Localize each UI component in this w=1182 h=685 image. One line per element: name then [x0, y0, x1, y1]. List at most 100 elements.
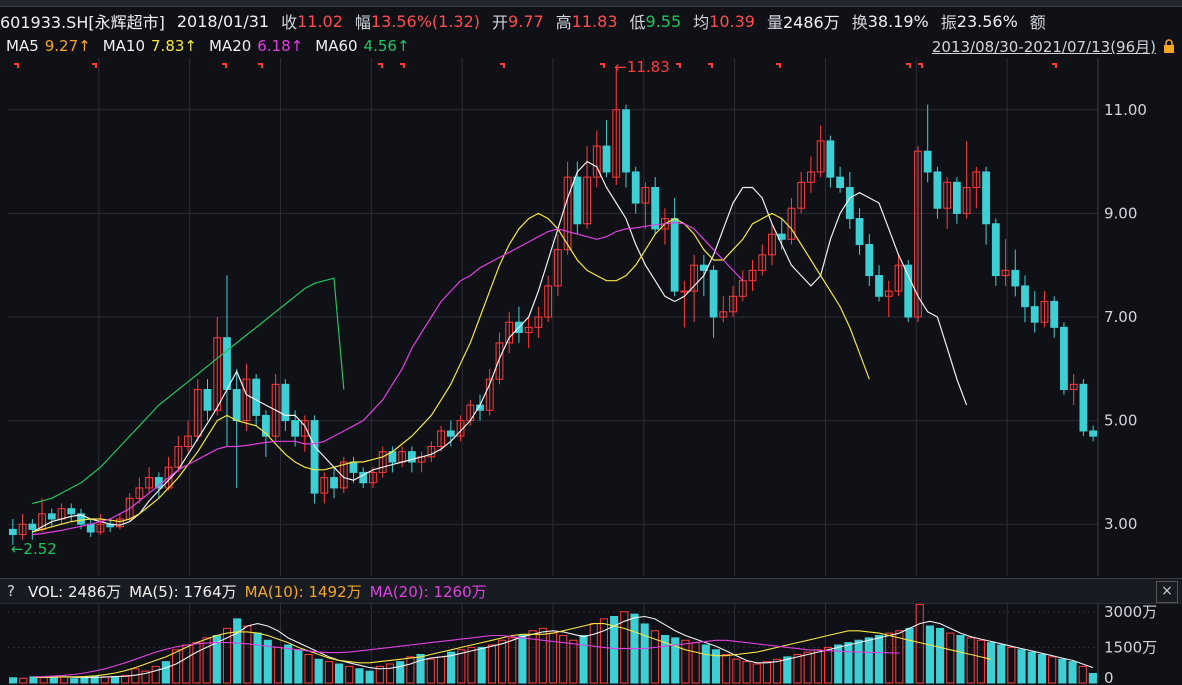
candle-body: [495, 342, 504, 380]
candle-body: [904, 264, 913, 318]
candle-body: [592, 145, 601, 178]
volume-bar: [314, 658, 323, 684]
candle-body: [145, 477, 154, 489]
candle-body: [622, 109, 630, 173]
candle: [680, 280, 689, 328]
candle-body: [86, 523, 95, 533]
event-marker: [14, 63, 19, 68]
candle-body: [991, 223, 1000, 277]
vol-ma-line: [33, 615, 1094, 679]
candle: [583, 146, 591, 229]
candle: [1079, 379, 1088, 437]
volume-bar: [1017, 649, 1026, 684]
volume-bar: [966, 637, 975, 684]
candle: [437, 425, 445, 452]
volume-bar: [834, 644, 843, 684]
volume-bar: [487, 644, 496, 684]
volume-bar: [345, 665, 354, 684]
volume-bar: [936, 627, 945, 684]
candle-body: [252, 378, 261, 416]
candle: [378, 446, 387, 478]
volume-bar: [660, 635, 670, 684]
candle: [271, 373, 280, 442]
candle-body: [261, 414, 270, 437]
candle-body: [816, 140, 825, 173]
candle-body: [291, 420, 300, 437]
candle: [845, 171, 854, 229]
candle: [622, 104, 630, 188]
candle-body: [1079, 383, 1088, 432]
candle: [719, 296, 728, 323]
amount-label: 额: [1029, 13, 1046, 32]
volume-bar: [70, 678, 79, 684]
volume-bar: [854, 639, 863, 684]
ma10-value: 7.83↑: [151, 37, 197, 55]
candle-body: [826, 140, 835, 178]
event-marker: [600, 63, 605, 68]
candle: [836, 166, 845, 193]
volume-bar: [986, 642, 996, 684]
candle-body: [1011, 269, 1020, 287]
open-value: 9.77: [508, 11, 544, 31]
volume-bar: [80, 677, 89, 684]
candle-body: [18, 523, 27, 536]
candle-body: [330, 477, 338, 489]
candle: [398, 446, 407, 468]
candle-body: [310, 420, 319, 494]
candle-body: [349, 461, 358, 473]
help-icon[interactable]: ?: [7, 582, 15, 600]
candle-body: [378, 451, 387, 473]
high-value: 11.83: [571, 11, 618, 31]
volume-bar: [701, 644, 710, 684]
volume-chart[interactable]: 3000万 1500万 0: [0, 603, 1182, 685]
volume-bar: [467, 646, 476, 684]
candle: [544, 275, 553, 323]
candle: [797, 171, 806, 214]
candle-body: [641, 187, 650, 204]
candle-body: [602, 145, 611, 173]
volume-bar: [294, 649, 303, 684]
candle-body: [719, 311, 728, 318]
candle-body: [836, 176, 845, 188]
candle-body: [738, 280, 747, 297]
candle: [884, 280, 893, 317]
volume-bar: [324, 661, 333, 684]
candle: [86, 519, 95, 538]
volume-bar: [222, 627, 232, 684]
close-label: 收: [281, 13, 298, 32]
vol-tick-label: 1500万: [1104, 638, 1157, 656]
stock-code[interactable]: 601933.SH[永辉超市]: [0, 13, 165, 32]
candle: [670, 197, 679, 297]
volume-bar: [1027, 651, 1036, 684]
candle: [456, 415, 465, 442]
ma10-label: MA10: [102, 37, 146, 55]
candlestick-chart[interactable]: 3.00 5.00 7.00 9.00 11.00 ←11.83 ←2.52: [0, 58, 1182, 576]
candle: [806, 156, 815, 193]
close-icon[interactable]: ×: [1156, 581, 1178, 603]
candle-body: [690, 264, 699, 292]
volume-bar: [426, 658, 435, 684]
candle: [943, 177, 952, 229]
candle-body: [748, 269, 757, 282]
candle-body: [1001, 269, 1010, 277]
candle-body: [1069, 383, 1078, 391]
candle: [281, 379, 290, 431]
event-marker: [400, 63, 405, 68]
candle: [933, 166, 942, 219]
candle-body: [505, 321, 514, 344]
candle-body: [281, 383, 290, 422]
date-range-link[interactable]: 2013/08/30-2021/07/13(96月): [931, 38, 1156, 56]
candle: [446, 420, 455, 447]
candle: [709, 265, 718, 338]
candle-body: [563, 176, 572, 251]
volume-bar: [9, 677, 18, 684]
event-marker: [1052, 63, 1057, 68]
candle: [28, 519, 37, 540]
lock-icon[interactable]: [1162, 39, 1176, 53]
volume-bar: [538, 627, 547, 684]
candle-body: [952, 181, 961, 214]
candle: [962, 140, 971, 219]
event-marker: [500, 63, 505, 68]
candle: [875, 265, 883, 302]
candle-body: [271, 383, 280, 437]
